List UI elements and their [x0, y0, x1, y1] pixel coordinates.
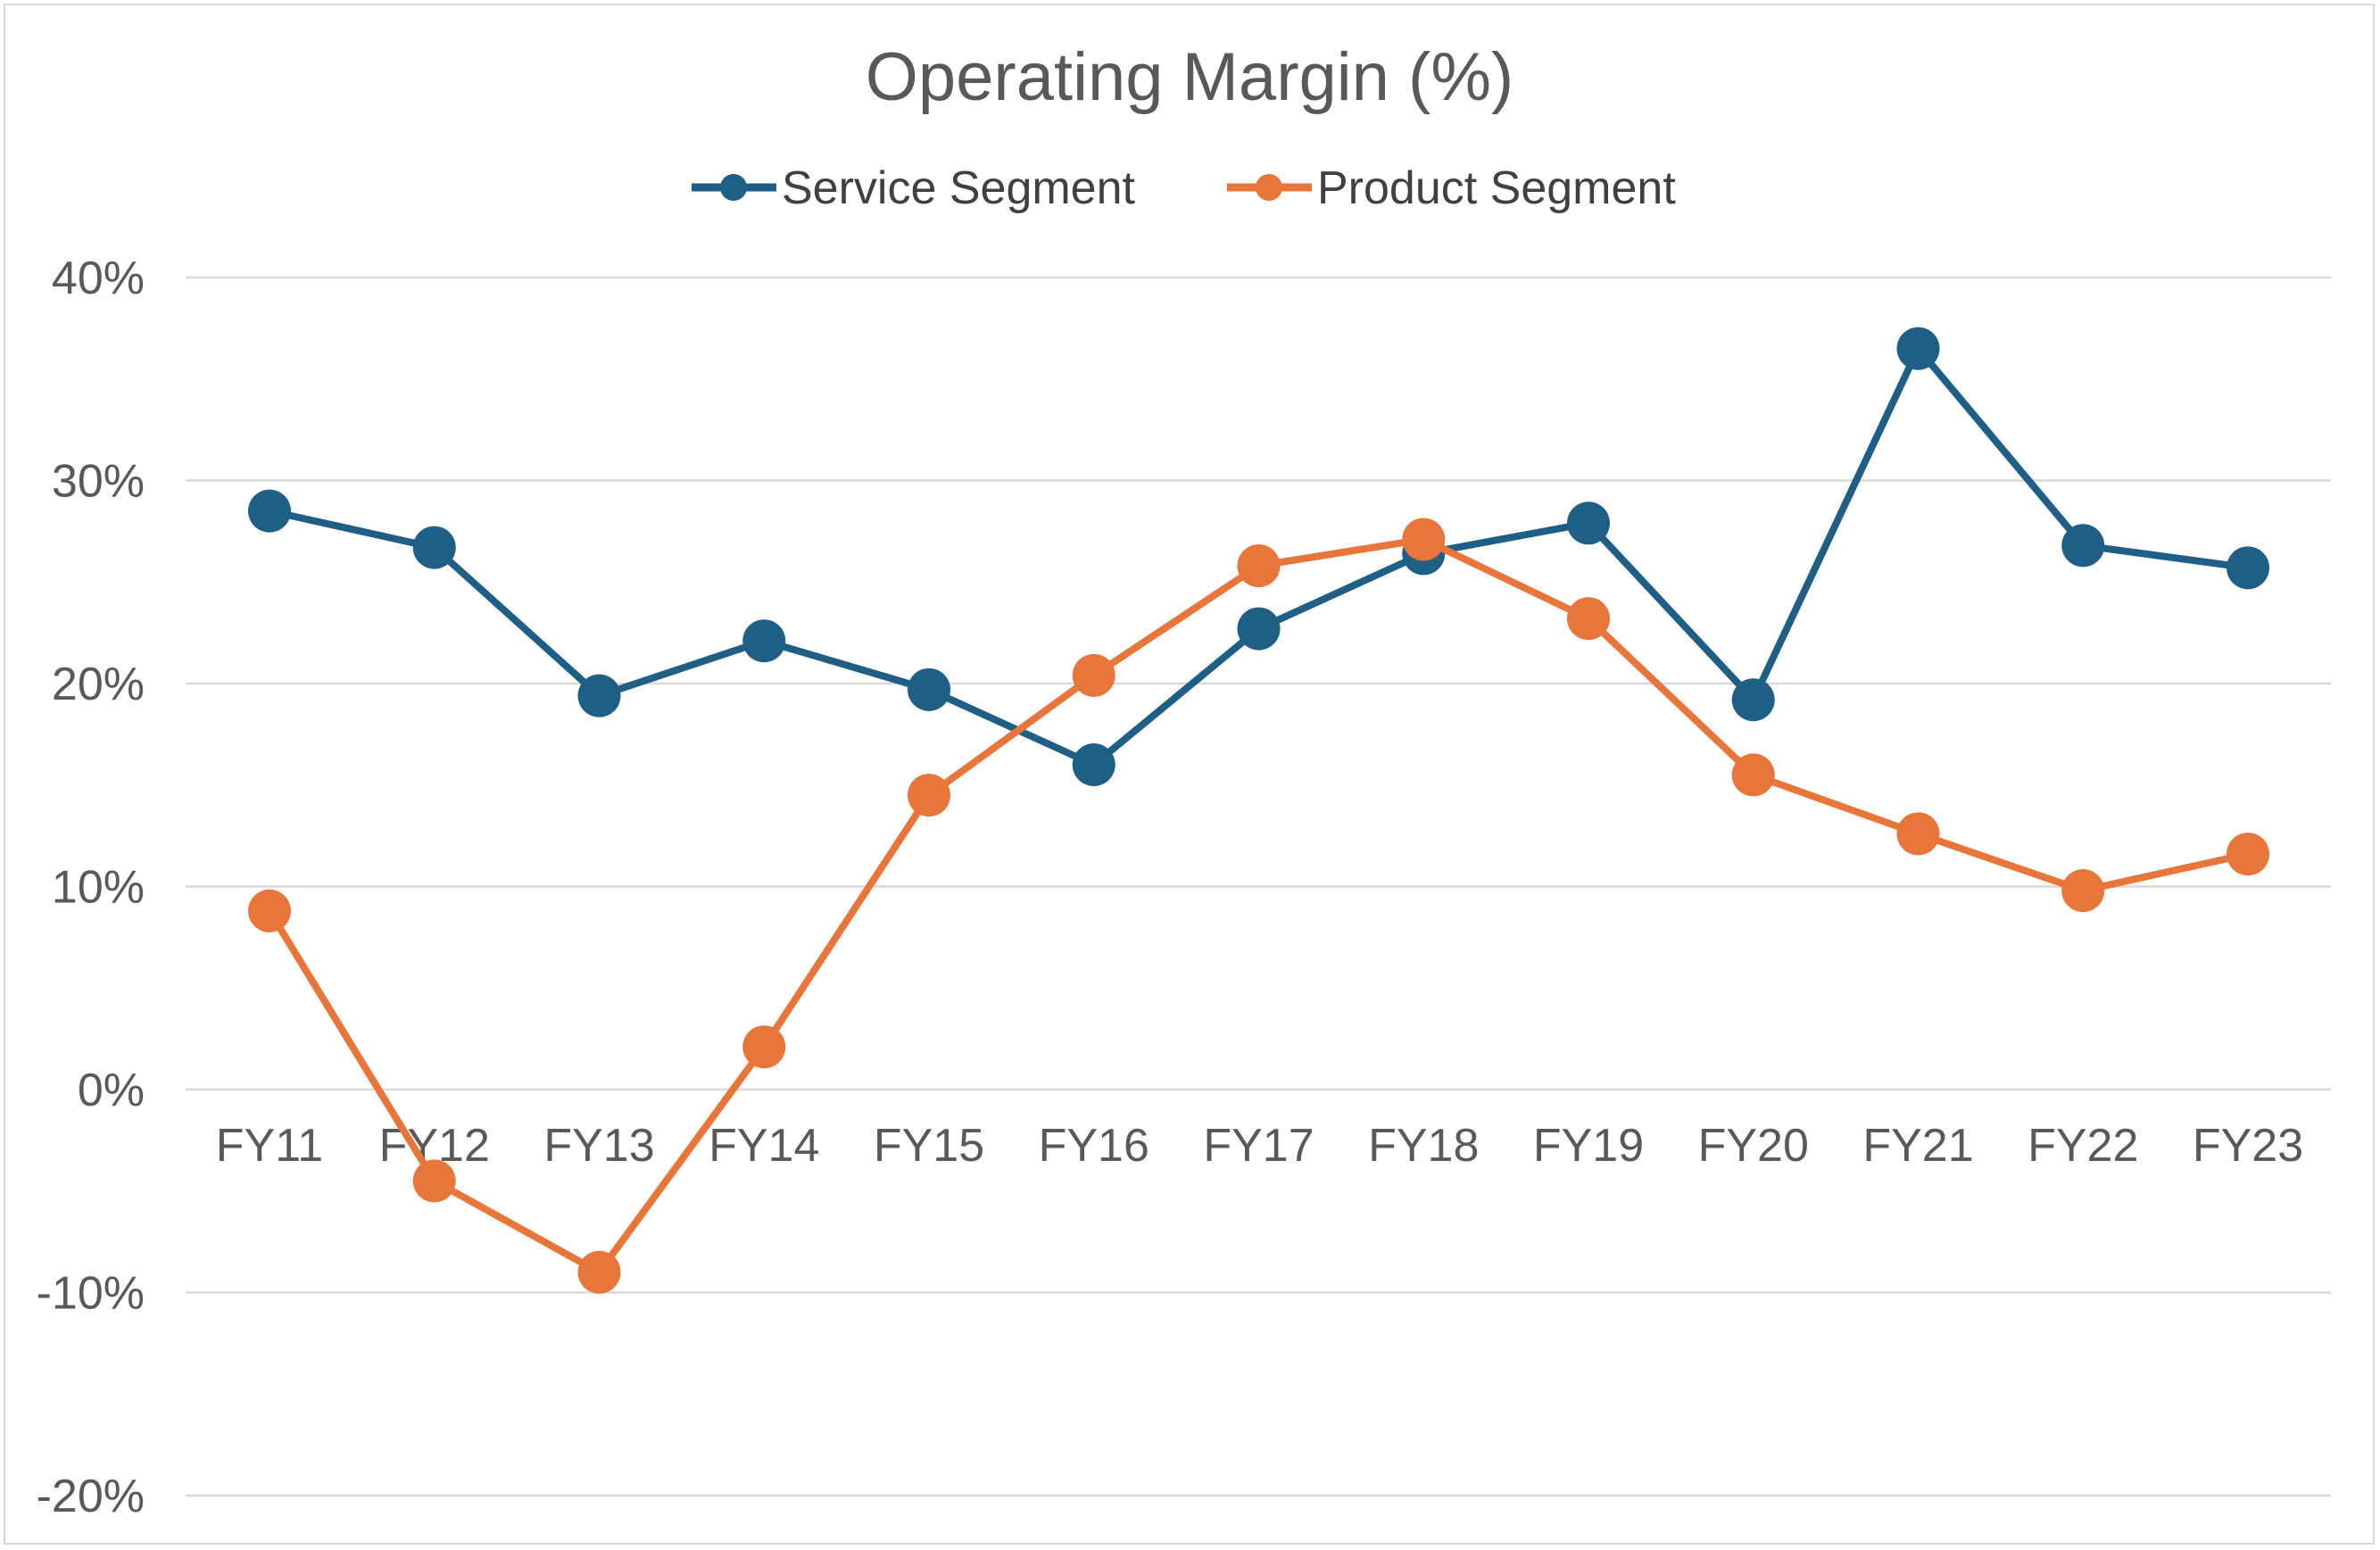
legend-service-marker [720, 174, 747, 201]
x-tick-label: FY20 [1698, 1120, 1809, 1172]
x-tick-label: FY14 [709, 1120, 819, 1172]
y-tick-label: 10% [52, 862, 145, 914]
chart-title: Operating Margin (%) [866, 39, 1514, 115]
y-axis-ticks: 40% 30% 20% 10% 0% -10% -20% [37, 253, 145, 1522]
chart-frame [4, 4, 2375, 1545]
legend-product-marker [1256, 174, 1282, 201]
x-tick-label: FY16 [1039, 1120, 1149, 1172]
data-point [2227, 546, 2269, 590]
data-point [1237, 607, 1281, 651]
data-point [742, 1025, 786, 1069]
data-point [1072, 653, 1115, 697]
x-tick-label: FY18 [1368, 1120, 1479, 1172]
series-layer [248, 327, 2269, 1294]
data-point [1402, 518, 1446, 561]
data-point [1072, 743, 1115, 786]
x-tick-label: FY21 [1862, 1120, 1973, 1172]
data-point [2061, 524, 2105, 568]
data-point [1567, 597, 1610, 641]
data-point [2061, 869, 2105, 913]
y-tick-label: 30% [52, 456, 145, 508]
x-tick-label: FY22 [2028, 1120, 2138, 1172]
series-0 [248, 327, 2269, 786]
data-point [1567, 501, 1610, 545]
data-point [412, 1159, 456, 1203]
data-point [742, 619, 786, 663]
gridlines [186, 276, 2331, 1497]
x-tick-label: FY11 [216, 1120, 323, 1172]
x-tick-label: FY13 [543, 1120, 654, 1172]
data-point [908, 667, 950, 711]
legend-service-label: Service Segment [782, 162, 1136, 214]
data-point [1896, 327, 1940, 370]
data-point [1896, 812, 1940, 856]
y-tick-label: -20% [37, 1471, 145, 1522]
data-point [1237, 544, 1281, 588]
x-tick-label: FY15 [874, 1120, 984, 1172]
data-point [1731, 678, 1775, 722]
y-tick-label: 20% [52, 659, 145, 710]
y-tick-label: -10% [37, 1268, 145, 1320]
data-point [2227, 833, 2269, 876]
data-point [1731, 753, 1775, 797]
x-axis-ticks: FY11 FY12 FY13 FY14 FY15 FY16 FY17 FY18 FY19 FY20… [216, 1120, 2303, 1172]
x-tick-label: FY23 [2193, 1120, 2303, 1172]
x-tick-label: FY17 [1203, 1120, 1314, 1172]
data-point [577, 1250, 621, 1294]
data-point [248, 889, 291, 932]
y-tick-label: 40% [52, 253, 145, 304]
legend-product-label: Product Segment [1317, 162, 1676, 214]
data-point [577, 674, 621, 717]
data-point [248, 489, 291, 533]
y-tick-label: 0% [78, 1065, 145, 1116]
data-point [412, 526, 456, 569]
data-point [908, 774, 950, 817]
x-tick-label: FY19 [1533, 1120, 1644, 1172]
legend: Service Segment Product Segment [692, 162, 1676, 214]
series-1 [248, 518, 2269, 1294]
